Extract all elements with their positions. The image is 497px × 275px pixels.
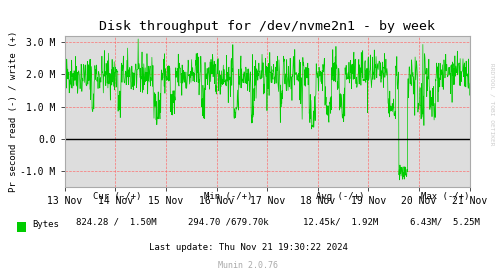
Text: Avg (-/+): Avg (-/+) xyxy=(316,192,365,201)
Text: 294.70 /679.70k: 294.70 /679.70k xyxy=(188,217,269,226)
Title: Disk throughput for /dev/nvme2n1 - by week: Disk throughput for /dev/nvme2n1 - by we… xyxy=(99,20,435,33)
Text: 12.45k/  1.92M: 12.45k/ 1.92M xyxy=(303,217,378,226)
Text: RRDTOOL / TOBI OETIKER: RRDTOOL / TOBI OETIKER xyxy=(490,63,495,146)
Y-axis label: Pr second read (-) / write (+): Pr second read (-) / write (+) xyxy=(8,31,17,192)
Text: Last update: Thu Nov 21 19:30:22 2024: Last update: Thu Nov 21 19:30:22 2024 xyxy=(149,243,348,252)
Text: Min (-/+): Min (-/+) xyxy=(204,192,253,201)
Text: Cur (-/+): Cur (-/+) xyxy=(92,192,141,201)
Text: Munin 2.0.76: Munin 2.0.76 xyxy=(219,261,278,270)
Text: 6.43M/  5.25M: 6.43M/ 5.25M xyxy=(410,217,480,226)
Text: Max (-/+): Max (-/+) xyxy=(420,192,469,201)
Text: 824.28 /  1.50M: 824.28 / 1.50M xyxy=(77,217,157,226)
Text: Bytes: Bytes xyxy=(32,220,59,229)
